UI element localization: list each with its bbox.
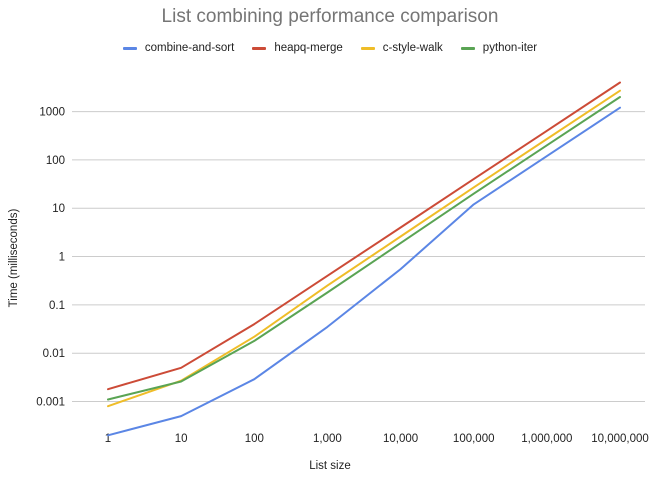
x-tick-label: 1,000 <box>313 433 342 445</box>
legend-label: python-iter <box>482 42 538 54</box>
y-tick-label: 1 <box>59 252 65 264</box>
x-tick-label: 10,000 <box>383 433 418 445</box>
legend-label: heapq-merge <box>274 42 343 54</box>
legend-swatch <box>122 46 137 50</box>
y-tick-label: 0.1 <box>49 300 65 312</box>
x-tick-label: 100 <box>245 433 264 445</box>
legend-swatch <box>252 46 267 50</box>
legend-label: c-style-walk <box>382 42 443 54</box>
y-axis-label: Time (milliseconds) <box>8 208 20 308</box>
y-tick-label: 10 <box>52 203 65 215</box>
legend-label: combine-and-sort <box>144 42 235 54</box>
y-tick-label: 0.001 <box>36 397 65 409</box>
chart-title: List combining performance comparison <box>161 6 499 27</box>
legend-item-combine-and-sort[interactable]: combine-and-sort <box>122 42 235 54</box>
y-tick-label: 0.01 <box>43 348 65 360</box>
series-line-python-iter <box>107 96 621 401</box>
legend-swatch <box>460 46 475 50</box>
y-tick-label: 1000 <box>39 107 65 119</box>
series-line-combine-and-sort <box>107 106 621 437</box>
y-tick-label: 100 <box>46 155 65 167</box>
legend-item-python-iter[interactable]: python-iter <box>460 42 538 54</box>
legend: combine-and-sort heapq-merge c-style-wal… <box>0 42 660 54</box>
series-line-c-style-walk <box>107 89 621 408</box>
x-tick-label: 1,000,000 <box>521 433 572 445</box>
series-line-heapq-merge <box>107 81 621 391</box>
x-tick-label: 100,000 <box>453 433 495 445</box>
x-tick-label: 10 <box>175 433 188 445</box>
legend-item-c-style-walk[interactable]: c-style-walk <box>360 42 443 54</box>
x-axis-label: List size <box>309 460 351 472</box>
x-tick-label: 1 <box>105 433 111 445</box>
legend-item-heapq-merge[interactable]: heapq-merge <box>252 42 343 54</box>
legend-swatch <box>360 46 375 50</box>
x-tick-label: 10,000,000 <box>591 433 649 445</box>
